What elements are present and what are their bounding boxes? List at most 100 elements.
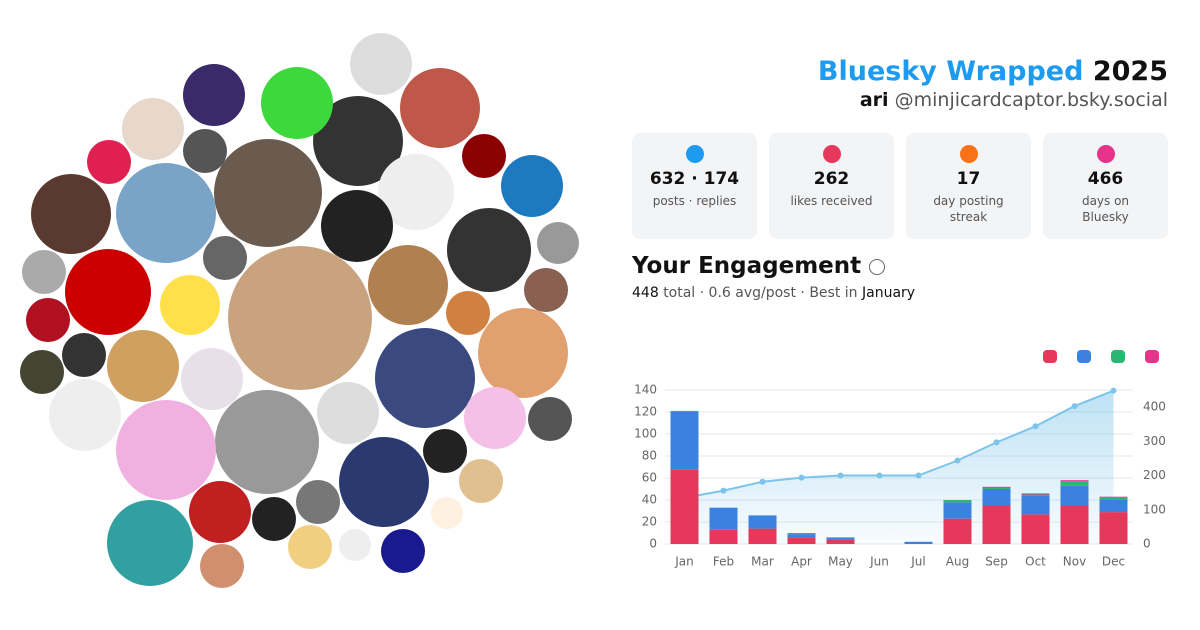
bar [826, 539, 855, 544]
avatar [26, 298, 70, 342]
bar [982, 487, 1011, 489]
line-point [798, 474, 805, 481]
bar [709, 507, 738, 530]
line [684, 389, 1114, 499]
engagement-title: Your Engagement [632, 253, 1168, 279]
stat-card: 632 · 174 posts · replies [632, 133, 757, 239]
avatar [400, 68, 480, 148]
bar [1060, 481, 1089, 486]
stat-value: 262 [813, 169, 850, 189]
engagement-title-text: Your Engagement [632, 253, 862, 279]
x-tick-label: Jun [869, 555, 889, 569]
avatar [317, 382, 379, 444]
avatar [462, 134, 506, 178]
stat-value: 466 [1087, 169, 1124, 189]
avatar [423, 429, 467, 473]
line-point [837, 472, 844, 479]
bar [826, 537, 855, 540]
avatar [116, 400, 216, 500]
bar [1060, 505, 1089, 544]
stat-label: posts · replies [652, 194, 737, 208]
avatar [214, 139, 322, 247]
best: January [862, 285, 916, 301]
info-icon[interactable] [869, 258, 886, 275]
legend-icon [1043, 350, 1057, 363]
avatar [339, 529, 371, 561]
bar [787, 537, 816, 544]
y-tick-label: 60 [642, 471, 657, 485]
avatar [183, 64, 245, 126]
avatar [122, 98, 184, 160]
avatar [524, 268, 568, 312]
x-tick-label: Mar [751, 555, 774, 569]
stat-label: likes received [790, 194, 873, 208]
bar [670, 469, 699, 544]
bar [943, 500, 972, 503]
stat-card: 262 likes received [769, 133, 894, 239]
bar [982, 505, 1011, 544]
stat-icon [685, 145, 704, 163]
x-tick-label: Dec [1102, 555, 1125, 569]
summary: 448 total · 0.6 avg/post · Best in Janua… [632, 285, 1168, 301]
avatar [464, 387, 526, 449]
handle: @minjicardcaptor.bsky.social [894, 89, 1168, 111]
x-tick-label: Sep [985, 555, 1008, 569]
avatar [350, 33, 412, 95]
legend-icon [1111, 350, 1125, 363]
summary-text: total · 0.6 avg/post · Best in [663, 285, 858, 301]
avatar [501, 155, 563, 217]
stat-value: 17 [956, 169, 981, 189]
avatar [252, 549, 284, 581]
avatar [431, 497, 463, 529]
x-tick-label: Oct [1025, 555, 1046, 569]
avatar [537, 222, 579, 264]
avatar [296, 480, 340, 524]
user: ari @minjicardcaptor.bsky.social [632, 89, 1168, 111]
bar [1021, 494, 1050, 496]
bar [787, 534, 816, 538]
title-text: Bluesky Wrapped [817, 56, 1084, 87]
total: 448 [632, 285, 659, 301]
line-point [954, 457, 961, 464]
avatar [378, 154, 454, 230]
avatar [381, 529, 425, 573]
y2-tick-label: 400 [1143, 400, 1166, 414]
avatar [189, 481, 251, 543]
stat-label: days on Bluesky [1081, 194, 1130, 224]
bar [1021, 514, 1050, 544]
avatar [261, 67, 333, 139]
bar [943, 518, 972, 544]
avatar [252, 497, 296, 541]
x-tick-label: May [828, 555, 853, 569]
y-tick-label: 20 [642, 515, 657, 529]
bar [709, 529, 738, 544]
avatar [446, 291, 490, 335]
y-tick-label: 40 [642, 493, 657, 507]
bar [1099, 512, 1128, 544]
avatar [65, 249, 151, 335]
avatar [368, 245, 448, 325]
panel: Bluesky Wrapped 2025 ari @minjicardcapto… [632, 56, 1168, 301]
y-tick-label: 100 [634, 427, 657, 441]
chart: 0 20 40 60 80 100 120 140 0 100 200 300 400 Jan Feb Mar… [634, 350, 1166, 569]
title: Bluesky Wrapped 2025 [632, 56, 1168, 87]
avatar [459, 459, 503, 503]
name: ari [859, 89, 889, 111]
bar [1099, 497, 1128, 500]
y2-tick-label: 0 [1143, 537, 1151, 551]
line-point [876, 472, 883, 479]
bar [1021, 495, 1050, 515]
bar [670, 410, 699, 412]
stat-label: day posting streak [933, 194, 1004, 224]
x-tick-label: Feb [713, 555, 734, 569]
line-point [1071, 403, 1078, 410]
line-point [915, 472, 922, 479]
avatar [181, 348, 243, 410]
y-tick-label: 140 [634, 383, 657, 397]
stat-icon [1096, 145, 1115, 163]
x-tick-label: Apr [791, 555, 812, 569]
line-point [993, 439, 1000, 446]
x-tick-label: Jan [674, 555, 694, 569]
avatar [31, 174, 111, 254]
